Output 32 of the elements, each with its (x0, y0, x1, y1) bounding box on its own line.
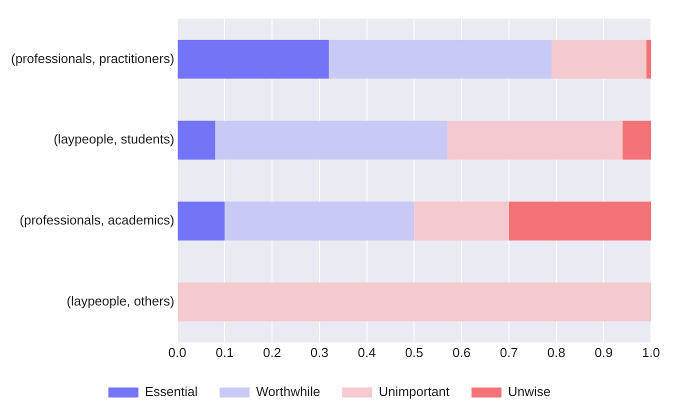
bar (414, 202, 509, 240)
legend-label: Unimportant (378, 384, 450, 400)
x-tick-label: 0.4 (358, 344, 376, 360)
y-tick-label: (professionals, practitioners) (10, 50, 174, 66)
bar (178, 282, 651, 322)
bar (646, 40, 651, 79)
bar (178, 202, 225, 240)
legend-label: Unwise (508, 384, 551, 400)
legend-label: Essential (144, 384, 198, 400)
y-tick-label: (laypeople, students) (54, 132, 174, 147)
x-tick-label: 0.8 (547, 344, 566, 360)
y-tick-label: (laypeople, others) (66, 294, 174, 309)
x-tick-label: 1.0 (642, 344, 660, 360)
bar (447, 120, 623, 160)
bar (328, 40, 552, 79)
bar (178, 40, 329, 79)
y-tick-label: (professionals, academics) (20, 212, 174, 228)
x-tick-label: 0.3 (310, 344, 328, 360)
x-tick-label: 0.1 (216, 344, 234, 360)
bar (552, 40, 646, 79)
bar (178, 120, 216, 160)
bar (215, 120, 448, 160)
legend-label: Worthwhile (256, 384, 320, 400)
x-tick-label: 0.6 (452, 344, 471, 360)
x-tick-label: 0.9 (594, 344, 613, 360)
x-tick-label: 0.7 (500, 344, 518, 360)
x-tick-label: 0.5 (405, 344, 424, 360)
bar (508, 202, 651, 240)
bar (622, 120, 651, 160)
bar (224, 202, 414, 240)
x-tick-label: 0.2 (262, 344, 282, 360)
x-tick-label: 0.0 (168, 344, 186, 360)
